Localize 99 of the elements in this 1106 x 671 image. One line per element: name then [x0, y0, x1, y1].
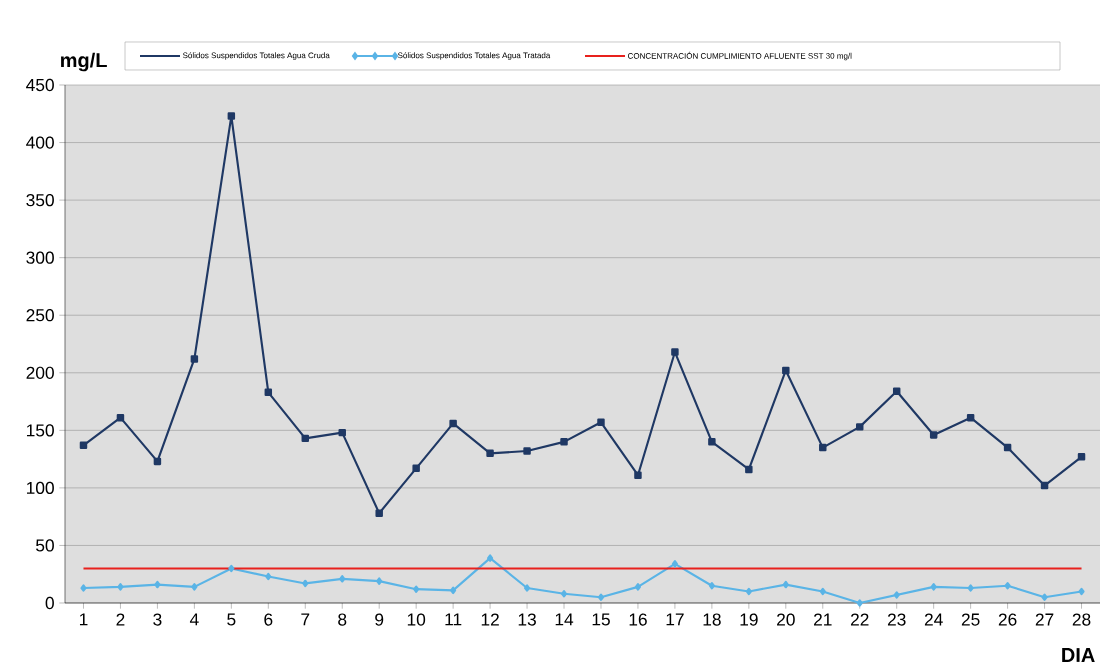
point — [966, 413, 975, 422]
x-tick-label: 5 — [227, 613, 236, 626]
x-tick-label: 20 — [777, 613, 795, 626]
point — [819, 587, 826, 596]
point — [708, 438, 716, 446]
point — [301, 434, 310, 443]
y-tick-label: 350 — [26, 193, 54, 207]
point — [634, 583, 642, 591]
point — [782, 580, 789, 589]
x-tick-label: 17 — [666, 613, 684, 626]
point — [708, 581, 715, 590]
legend-label: Sólidos Suspendidos Totales Agua Cruda — [182, 52, 330, 60]
point — [930, 583, 937, 591]
point — [745, 587, 752, 596]
point — [1077, 453, 1086, 461]
y-tick-label: 150 — [27, 424, 54, 437]
x-tick-label: 8 — [338, 613, 347, 626]
point — [745, 465, 753, 474]
point — [523, 584, 531, 592]
y-tick-label: 200 — [26, 366, 54, 379]
x-tick-label: 28 — [1072, 613, 1091, 626]
point — [892, 387, 901, 395]
point — [80, 584, 87, 592]
legend-label: Sólidos Suspendidos Totales Agua Tratada — [397, 52, 551, 60]
point — [376, 577, 383, 585]
point — [191, 583, 198, 591]
point — [1041, 593, 1048, 601]
y-tick-label: 50 — [36, 539, 54, 552]
point — [302, 579, 309, 588]
x-tick-label: 23 — [887, 613, 906, 626]
point — [227, 112, 236, 120]
x-tick-label: 16 — [629, 613, 647, 626]
point — [339, 575, 346, 583]
point — [597, 593, 605, 601]
point — [929, 431, 938, 439]
point — [1040, 481, 1049, 490]
x-tick-label: 18 — [703, 613, 721, 626]
x-tick-label: 10 — [407, 613, 426, 626]
point — [264, 388, 273, 397]
point — [338, 428, 346, 437]
point — [1004, 581, 1011, 590]
point — [634, 471, 642, 479]
x-tick-label: 2 — [116, 613, 125, 626]
point — [265, 572, 272, 581]
x-tick-label: 15 — [592, 613, 610, 626]
x-tick-label: 4 — [189, 613, 199, 626]
point — [893, 591, 900, 599]
point — [487, 554, 494, 562]
x-tick-label: 11 — [445, 613, 462, 626]
point — [856, 599, 863, 607]
x-axis-title: DIA — [1062, 648, 1095, 662]
y-tick-label: 0 — [45, 596, 54, 610]
point — [190, 355, 199, 363]
point — [560, 590, 568, 598]
point — [560, 438, 568, 446]
point — [154, 580, 161, 589]
x-tick-label: 24 — [924, 613, 943, 626]
point — [450, 586, 457, 595]
x-tick-label: 1 — [79, 613, 88, 626]
y-tick-label: 100 — [27, 481, 54, 495]
y-axis-title: mg/L — [61, 52, 107, 72]
point — [413, 585, 420, 593]
x-tick-label: 12 — [481, 613, 499, 626]
y-tick-label: 450 — [26, 78, 54, 92]
y-tick-label: 300 — [26, 251, 54, 264]
x-tick-label: 19 — [740, 613, 758, 626]
x-tick-label: 13 — [518, 613, 536, 626]
legend-label: CONCENTRACIÓN CUMPLIMIENTO AFLUENTE SST 30 mg/l — [628, 51, 852, 61]
point — [1003, 443, 1012, 452]
point — [449, 419, 457, 428]
point — [117, 583, 124, 591]
point — [375, 509, 383, 517]
point — [819, 443, 827, 452]
point — [228, 564, 235, 573]
point — [1078, 587, 1085, 596]
x-tick-label: 6 — [264, 613, 273, 626]
point — [597, 418, 605, 427]
x-tick-label: 7 — [301, 613, 310, 626]
point — [523, 447, 531, 455]
x-tick-label: 27 — [1035, 613, 1054, 626]
point — [671, 348, 679, 356]
point — [486, 449, 494, 458]
x-tick-label: 26 — [998, 613, 1017, 626]
point — [153, 457, 162, 466]
x-tick-label: 22 — [850, 613, 869, 626]
x-tick-label: 9 — [375, 613, 384, 626]
point — [856, 423, 864, 431]
point — [782, 366, 790, 375]
x-tick-label: 14 — [555, 613, 574, 626]
point — [412, 464, 420, 473]
y-tick-label: 400 — [26, 136, 54, 149]
y-tick-label: 250 — [26, 309, 54, 322]
x-tick-label: 25 — [961, 613, 980, 626]
point — [116, 413, 125, 422]
x-tick-label: 3 — [153, 613, 162, 626]
point — [967, 584, 974, 592]
point — [671, 560, 678, 568]
x-tick-label: 21 — [814, 613, 832, 626]
point — [79, 441, 88, 450]
